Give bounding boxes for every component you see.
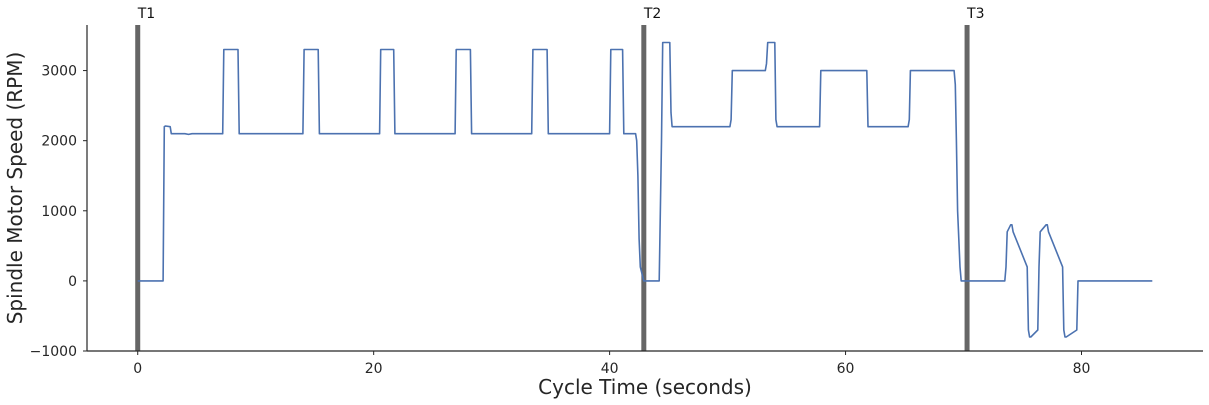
marker-label-t1: T1 xyxy=(137,6,155,22)
y-tick-label: −1000 xyxy=(30,344,77,360)
y-tick-label: 1000 xyxy=(41,204,77,220)
marker-label-t3: T3 xyxy=(966,6,984,22)
x-axis-label: Cycle Time (seconds) xyxy=(538,375,752,399)
x-tick-label: 20 xyxy=(365,361,383,377)
y-tick-label: 3000 xyxy=(41,64,77,80)
x-tick-label: 60 xyxy=(837,361,855,377)
marker-label-t2: T2 xyxy=(643,6,661,22)
tick-labels: 0 20 40 60 80 −1000 0 1000 2000 3000 xyxy=(30,64,1091,377)
series-layer xyxy=(137,41,1153,338)
series-line-0 xyxy=(137,41,1153,338)
x-tick-label: 40 xyxy=(601,361,619,377)
y-tick-label: 0 xyxy=(68,274,77,290)
axes xyxy=(86,25,1203,352)
time-markers: T1 T2 T3 xyxy=(135,6,985,351)
x-tick-label: 80 xyxy=(1073,361,1091,377)
x-tick-label: 0 xyxy=(133,361,142,377)
y-axis-label: Spindle Motor Speed (RPM) xyxy=(3,52,27,325)
y-tick-label: 2000 xyxy=(41,134,77,150)
